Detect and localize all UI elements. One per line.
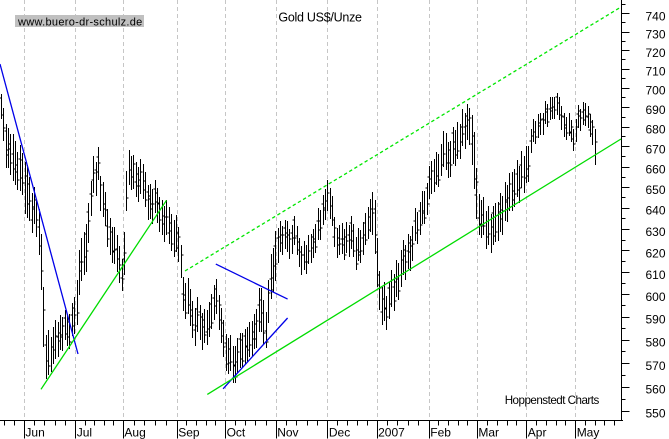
svg-text:Gold US$/Unze: Gold US$/Unze: [278, 11, 362, 25]
svg-text:650: 650: [645, 183, 665, 197]
svg-text:580: 580: [645, 336, 665, 350]
svg-text:660: 660: [645, 163, 665, 177]
svg-text:670: 670: [645, 142, 665, 156]
svg-text:710: 710: [645, 65, 665, 79]
svg-text:Jun: Jun: [25, 425, 44, 439]
svg-text:Aug: Aug: [124, 425, 145, 439]
svg-text:Mar: Mar: [478, 425, 499, 439]
svg-text:720: 720: [645, 46, 665, 60]
svg-text:570: 570: [645, 359, 665, 373]
svg-text:Oct: Oct: [227, 425, 246, 439]
svg-text:Sep: Sep: [178, 425, 200, 439]
svg-text:600: 600: [645, 290, 665, 304]
svg-text:560: 560: [645, 383, 665, 397]
svg-text:550: 550: [645, 407, 665, 421]
svg-text:2007: 2007: [378, 425, 405, 439]
svg-text:620: 620: [645, 246, 665, 260]
svg-text:740: 740: [645, 9, 665, 23]
svg-text:www.buero-dr-schulz.de: www.buero-dr-schulz.de: [17, 17, 143, 29]
svg-text:690: 690: [645, 103, 665, 117]
svg-text:680: 680: [645, 123, 665, 137]
svg-text:Apr: Apr: [528, 425, 547, 439]
svg-text:630: 630: [645, 225, 665, 239]
svg-text:Jul: Jul: [77, 425, 92, 439]
svg-text:Feb: Feb: [430, 425, 451, 439]
svg-text:Hoppenstedt Charts: Hoppenstedt Charts: [505, 394, 600, 407]
svg-text:May: May: [577, 425, 600, 439]
svg-text:590: 590: [645, 313, 665, 327]
svg-text:640: 640: [645, 204, 665, 218]
svg-text:Nov: Nov: [277, 425, 298, 439]
svg-text:700: 700: [645, 84, 665, 98]
svg-text:Dec: Dec: [329, 425, 350, 439]
svg-text:610: 610: [645, 268, 665, 282]
svg-text:730: 730: [645, 28, 665, 42]
